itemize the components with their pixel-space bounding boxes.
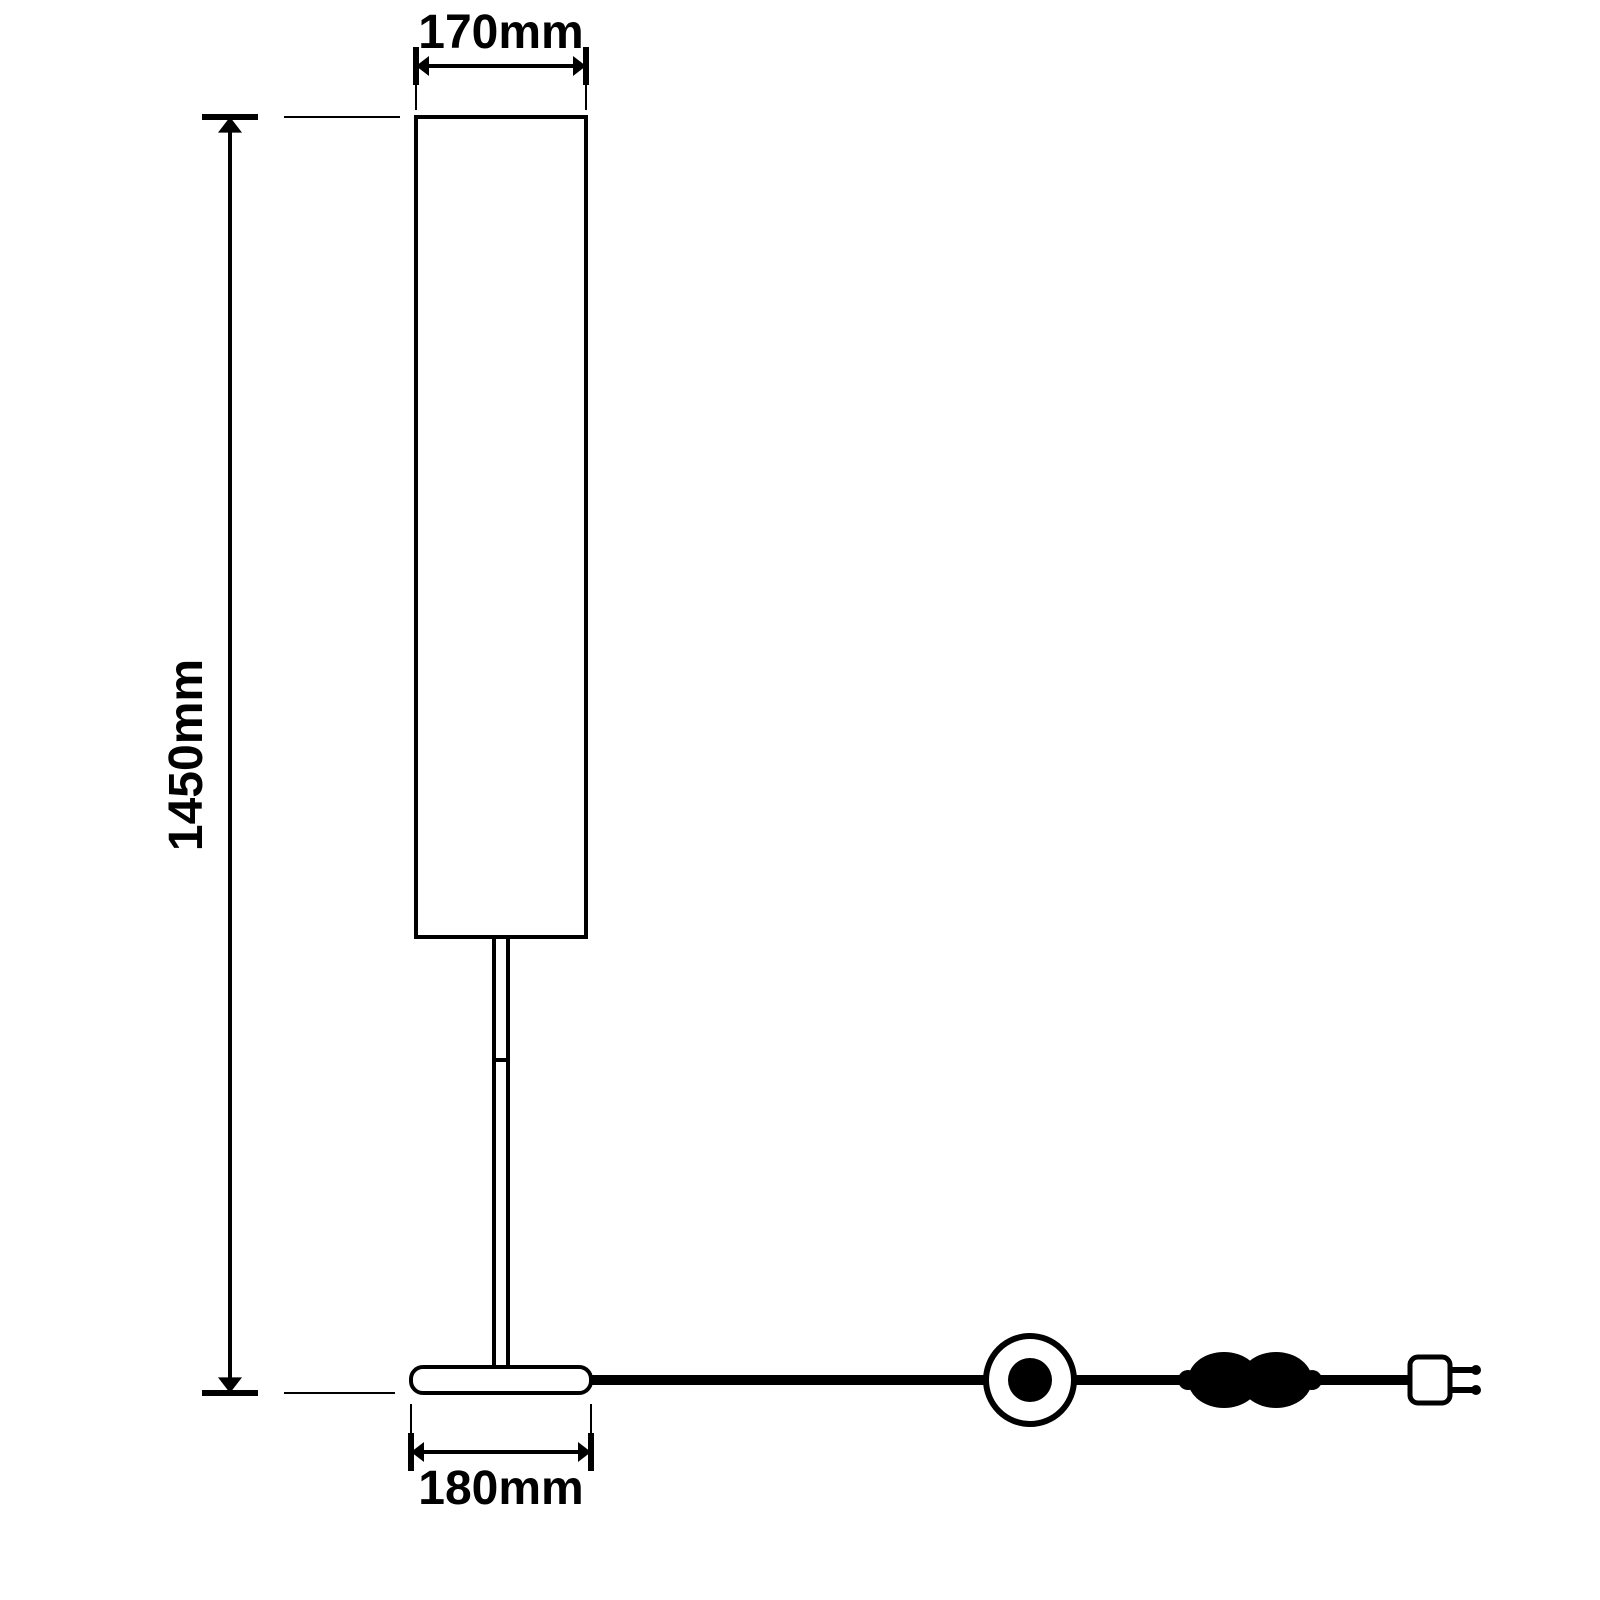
lamp-drawing (411, 117, 591, 1393)
dimension-shade-width: 170mm (416, 6, 586, 110)
dimension-base-width: 180mm (411, 1404, 591, 1515)
label-height: 1450mm (160, 659, 213, 851)
lamp-base (411, 1367, 591, 1393)
lamp-shade (416, 117, 586, 937)
power-cord (591, 1336, 1481, 1424)
label-base-width: 180mm (418, 1462, 583, 1515)
label-shade-width: 170mm (418, 6, 583, 59)
plug-icon (1410, 1357, 1450, 1403)
dimension-height: 1450mm (160, 117, 400, 1393)
